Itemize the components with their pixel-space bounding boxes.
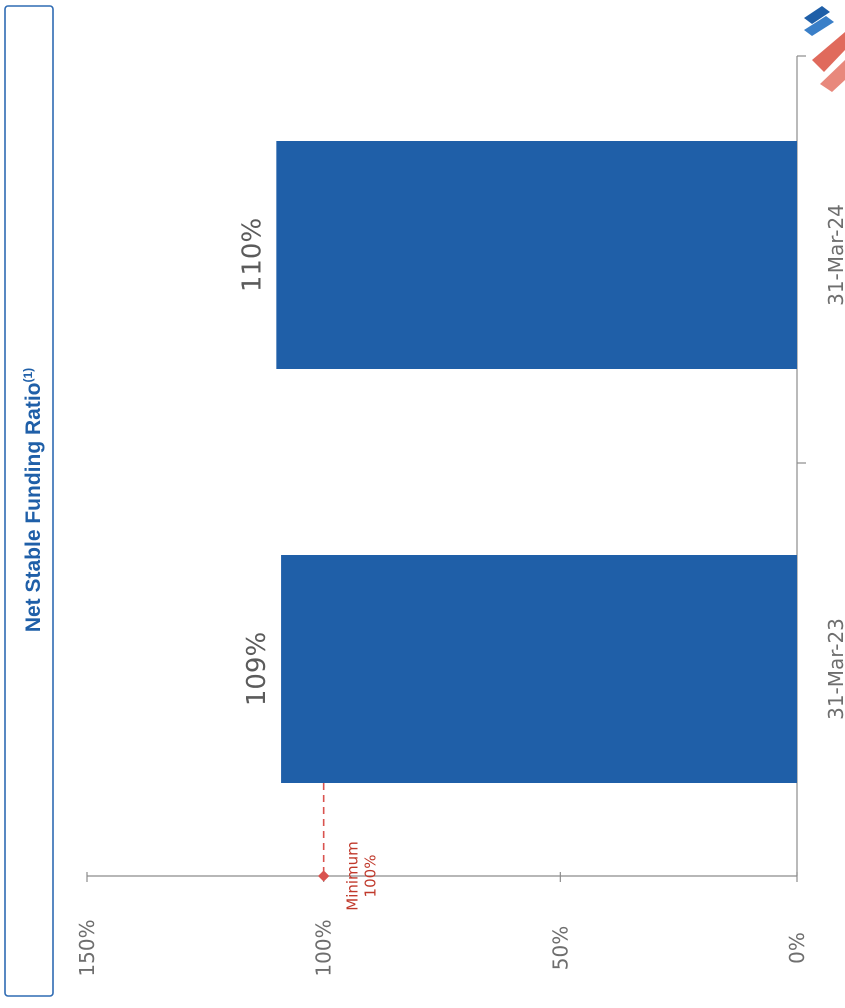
category-label: 31-Mar-23	[824, 618, 845, 720]
bar-31-Mar-23	[281, 555, 798, 783]
minimum-marker	[318, 870, 330, 882]
value-tick-label: 150%	[75, 919, 99, 976]
bar-31-Mar-24	[276, 141, 797, 369]
category-labels: 31-Mar-23 31-Mar-24	[824, 204, 845, 720]
chart-title: Net Stable Funding Ratio(1)	[21, 368, 45, 632]
bar-value-label: 110%	[237, 218, 267, 292]
bars	[276, 141, 798, 783]
title-box	[4, 5, 54, 997]
bank-logo-icon	[804, 6, 845, 92]
minimum-value-label: 100%	[362, 855, 380, 898]
value-tick-label: 100%	[312, 919, 336, 976]
category-label: 31-Mar-24	[824, 204, 845, 306]
value-tick-label: 50%	[548, 926, 572, 970]
minimum-reference: Minimum 100%	[318, 783, 380, 911]
value-tick-label: 0%	[785, 932, 809, 964]
chart-title-text: Net Stable Funding Ratio	[22, 383, 45, 633]
bar-value-label: 109%	[242, 632, 272, 706]
chart-title-superscript: (1)	[21, 368, 35, 383]
data-labels: 109% 110%	[237, 218, 272, 706]
value-ticks: 0% 50% 100% 150%	[75, 872, 809, 977]
minimum-label: Minimum	[344, 841, 362, 911]
